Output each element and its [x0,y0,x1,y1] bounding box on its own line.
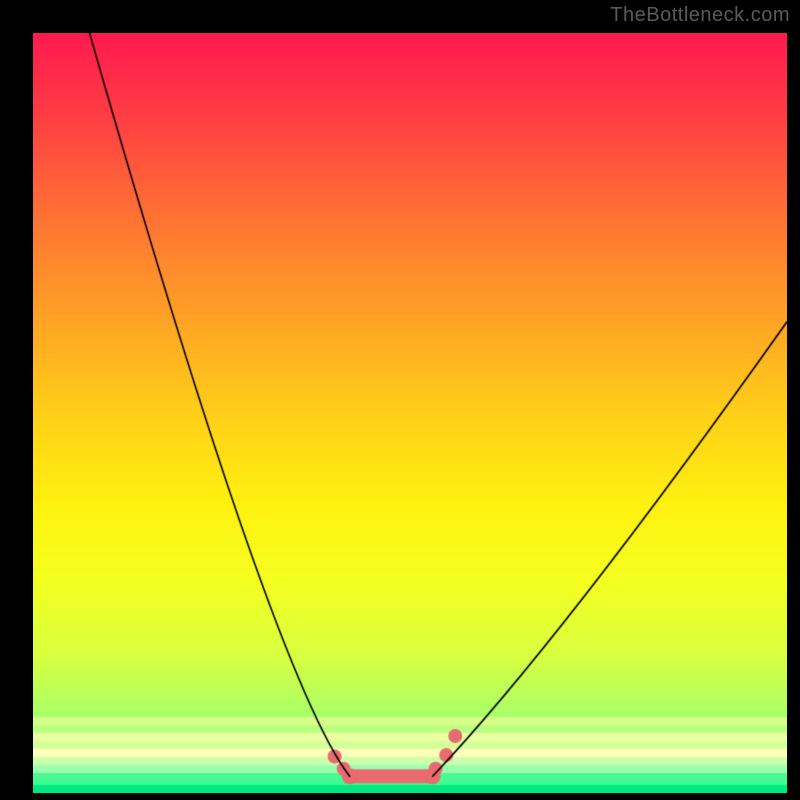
watermark-text: TheBottleneck.com [610,4,790,27]
chart-frame: TheBottleneck.com [0,0,800,800]
curve-canvas [33,33,787,793]
bottleneck-curve-chart [33,33,787,793]
